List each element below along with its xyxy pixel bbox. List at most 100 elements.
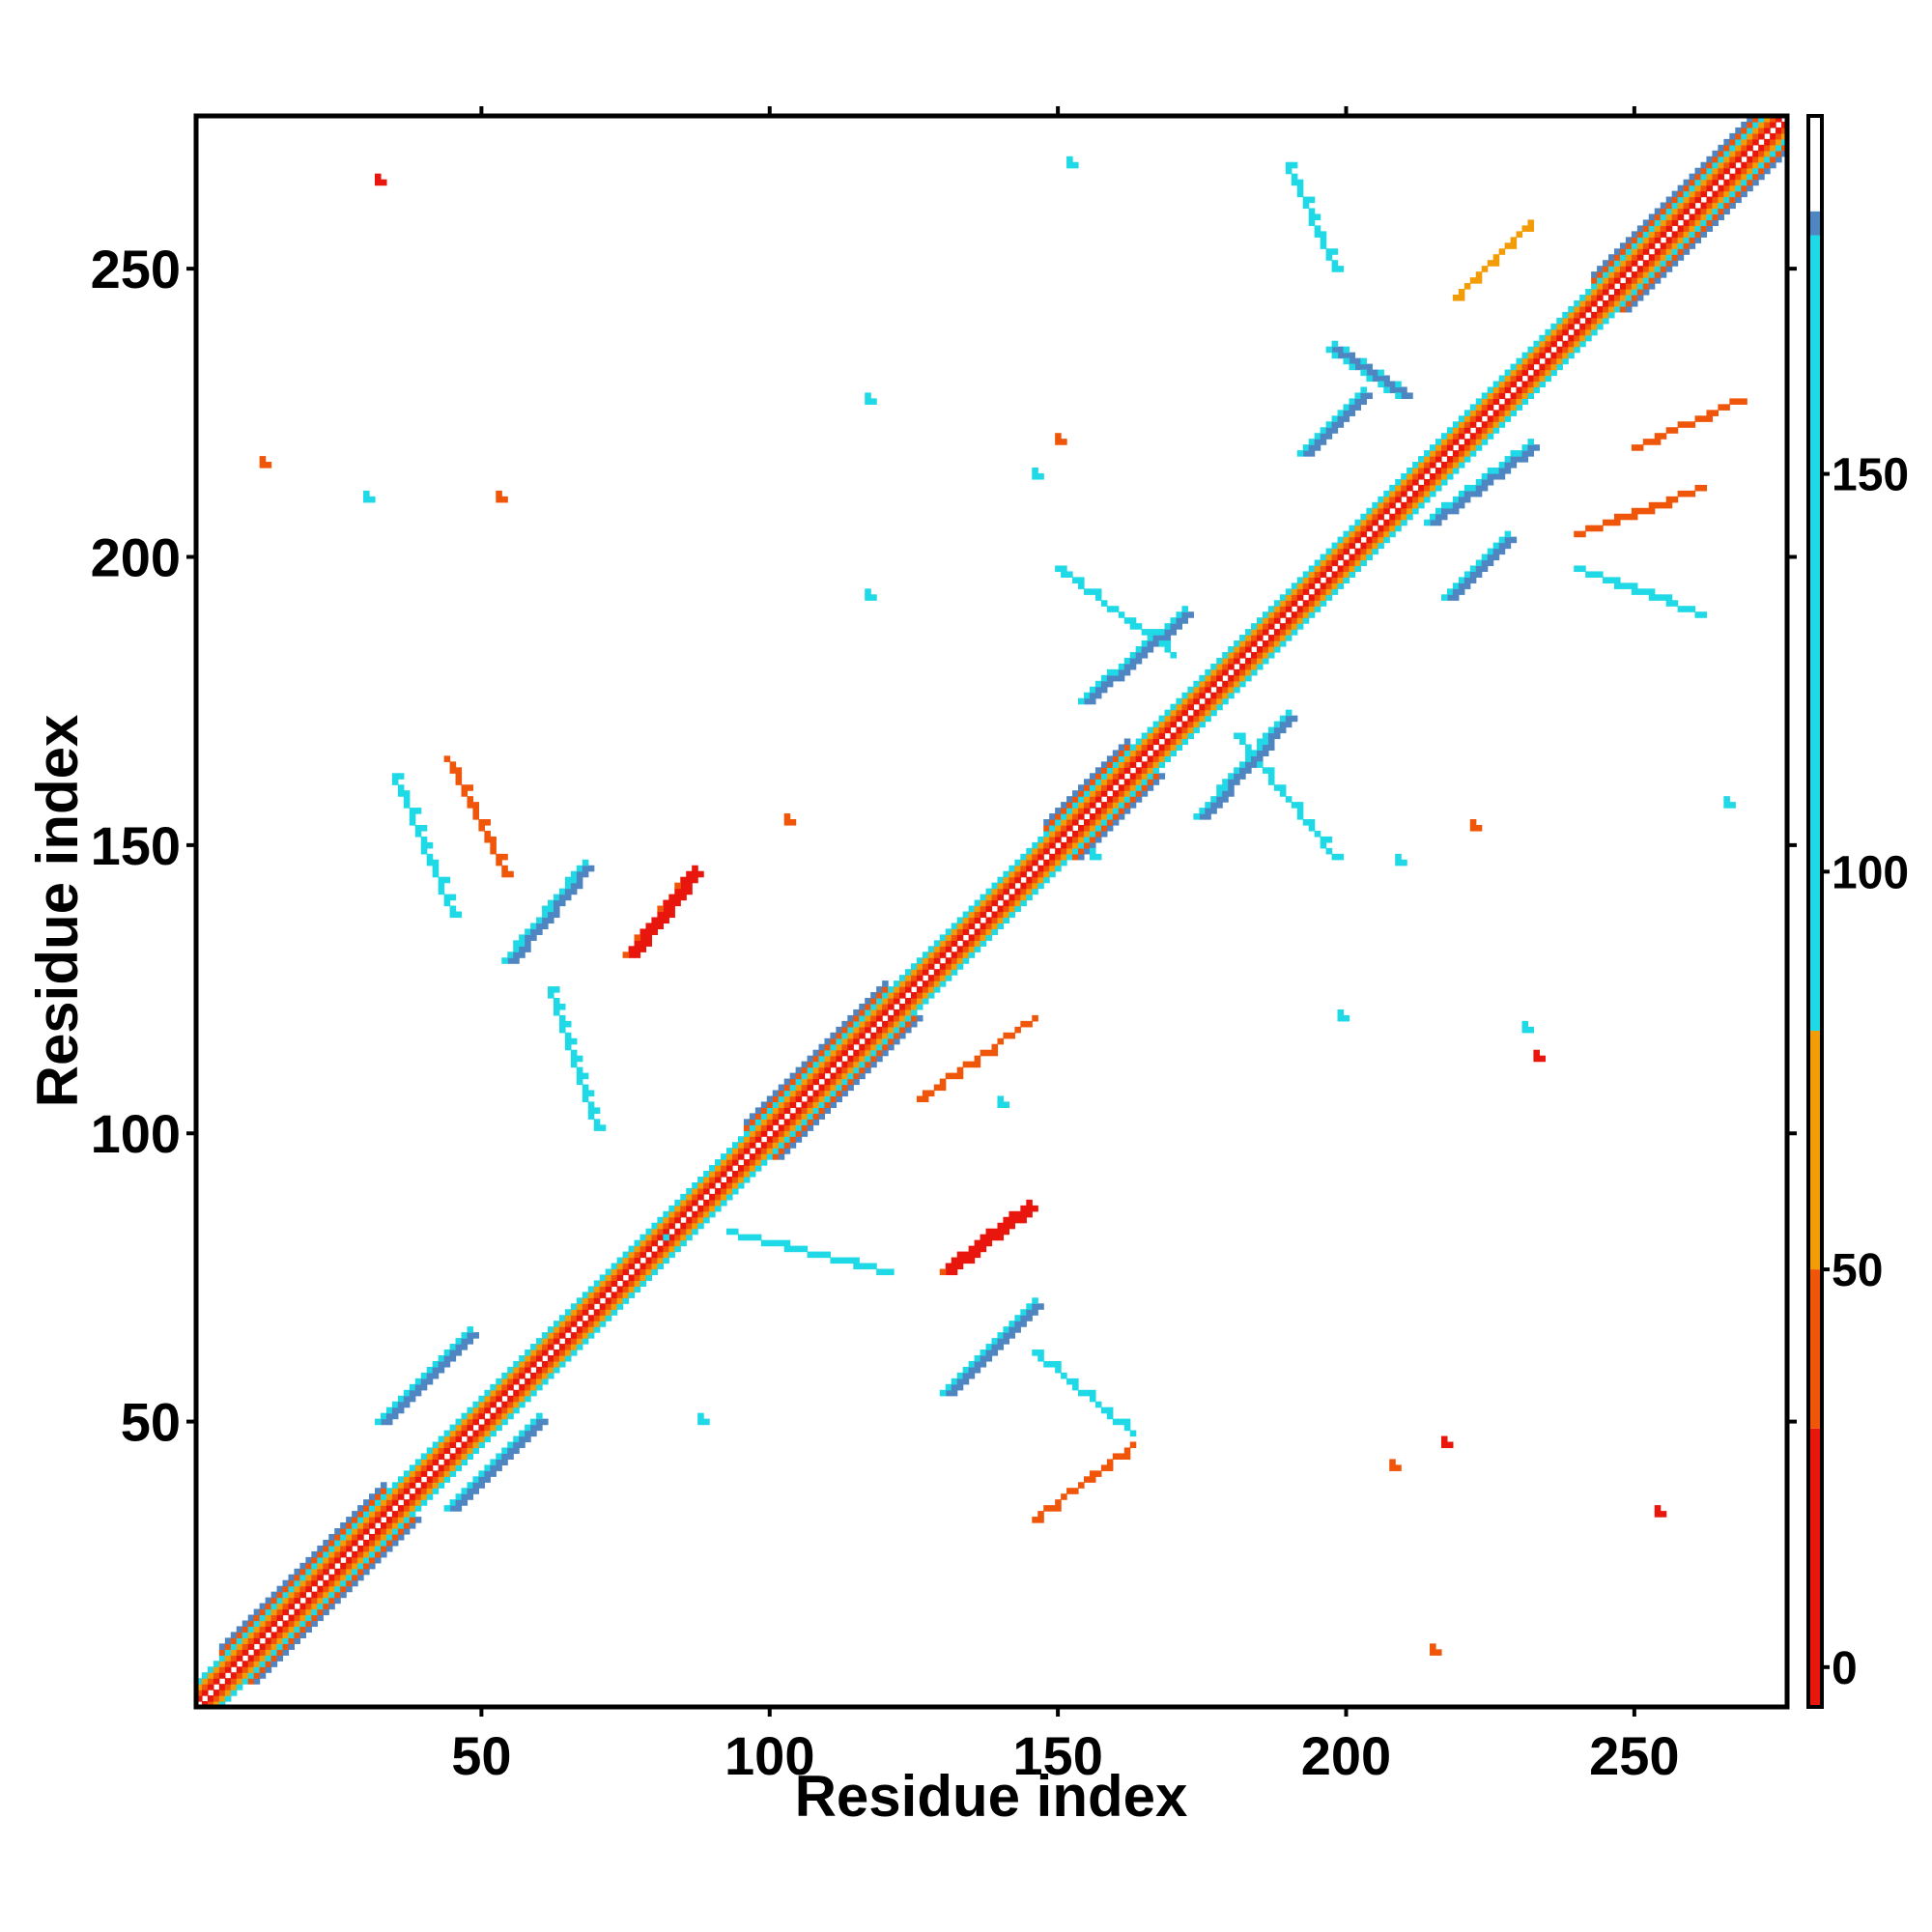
heatmap-cell — [1273, 721, 1281, 728]
heatmap-cell — [985, 1350, 993, 1356]
heatmap-cell — [259, 1608, 267, 1616]
heatmap-cell — [1083, 830, 1091, 838]
heatmap-cell — [340, 1533, 347, 1541]
heatmap-cell — [1636, 294, 1644, 301]
heatmap-cell — [1147, 629, 1154, 636]
heatmap-cell — [1619, 266, 1627, 272]
heatmap-cell — [1037, 876, 1044, 884]
heatmap-cell — [749, 1234, 756, 1241]
heatmap-cell — [1123, 1453, 1131, 1460]
heatmap-cell — [276, 1643, 284, 1650]
heatmap-cell — [449, 1350, 457, 1356]
heatmap-cell — [830, 1078, 837, 1086]
heatmap-cell — [1671, 219, 1679, 226]
heatmap-cell — [1164, 646, 1172, 653]
heatmap-cell — [1089, 813, 1096, 820]
heatmap-cell — [1343, 565, 1350, 573]
heatmap-cell — [1228, 686, 1235, 694]
heatmap-cell — [956, 957, 964, 964]
heatmap-cell — [553, 1332, 560, 1339]
heatmap-cell — [1135, 790, 1143, 797]
heatmap-cell — [1401, 501, 1407, 509]
heatmap-cell — [1100, 773, 1108, 780]
heatmap-cell — [703, 1177, 710, 1183]
heatmap-cell — [599, 1303, 607, 1310]
heatmap-cell — [853, 1055, 860, 1063]
heatmap-cell — [968, 923, 976, 929]
heatmap-cell — [553, 986, 560, 993]
heatmap-cell — [340, 1568, 347, 1576]
colorbar-tick-label: 0 — [1832, 1643, 1858, 1694]
heatmap-cell — [230, 1655, 238, 1662]
heatmap-cell — [1043, 865, 1050, 872]
heatmap-cell — [1677, 185, 1685, 192]
heatmap-cell — [1032, 870, 1038, 878]
heatmap-cell — [956, 1251, 964, 1259]
heatmap-cell — [715, 1193, 722, 1201]
heatmap-cell — [853, 1026, 860, 1034]
heatmap-cell — [974, 1055, 981, 1063]
heatmap-cell — [1412, 472, 1419, 480]
heatmap-cell — [1395, 490, 1402, 497]
heatmap-cell — [374, 1545, 382, 1552]
heatmap-cell — [1608, 277, 1615, 284]
heatmap-cell — [467, 1447, 474, 1455]
heatmap-cell — [1094, 790, 1102, 797]
heatmap-cell — [927, 957, 935, 964]
heatmap-cell — [294, 1632, 301, 1638]
heatmap-cell — [1337, 410, 1345, 416]
heatmap-cell — [1308, 600, 1316, 607]
heatmap-cell — [997, 905, 1005, 913]
heatmap-cell — [818, 1061, 826, 1068]
heatmap-cell — [593, 1107, 601, 1114]
heatmap-cell — [749, 1113, 756, 1120]
heatmap-cell — [1325, 559, 1333, 567]
heatmap-cell — [1625, 513, 1633, 521]
heatmap-cell — [1718, 167, 1724, 175]
heatmap-cell — [628, 1251, 636, 1259]
heatmap-cell — [985, 923, 993, 929]
heatmap-cell — [1072, 796, 1079, 803]
heatmap-cell — [1510, 375, 1518, 383]
heatmap-cell — [1440, 450, 1448, 457]
heatmap-cell — [1360, 398, 1367, 405]
heatmap-cell — [1510, 392, 1518, 399]
heatmap-cell — [553, 998, 560, 1005]
heatmap-cell — [1452, 594, 1460, 601]
heatmap-cell — [363, 1528, 370, 1535]
heatmap-cell — [1498, 472, 1506, 480]
heatmap-cell — [1504, 456, 1512, 463]
heatmap-cell — [1510, 456, 1518, 463]
heatmap-cell — [1706, 415, 1714, 422]
heatmap-cell — [472, 1430, 479, 1437]
heatmap-cell — [1152, 738, 1160, 746]
heatmap-cell — [1239, 773, 1246, 780]
heatmap-cell — [1014, 865, 1021, 872]
heatmap-cell — [1257, 761, 1264, 768]
heatmap-cell — [455, 1424, 463, 1432]
heatmap-cell — [461, 1493, 469, 1500]
heatmap-cell — [841, 1257, 848, 1264]
heatmap-cell — [1123, 668, 1131, 676]
heatmap-cell — [455, 1499, 463, 1506]
heatmap-cell — [876, 1268, 883, 1276]
heatmap-cell — [1665, 248, 1673, 255]
heatmap-cell — [1770, 138, 1776, 146]
heatmap-cell — [812, 1049, 820, 1057]
heatmap-cell — [1106, 796, 1114, 803]
heatmap-cell — [1331, 421, 1339, 428]
heatmap-cell — [783, 1148, 791, 1154]
heatmap-cell — [357, 1505, 364, 1512]
heatmap-cell — [1291, 600, 1298, 607]
heatmap-cell — [438, 1447, 445, 1455]
heatmap-cell — [1032, 882, 1038, 890]
heatmap-cell — [259, 1655, 267, 1662]
heatmap-cell — [380, 1499, 387, 1506]
heatmap-cell — [1354, 536, 1362, 544]
heatmap-cell — [904, 1020, 912, 1028]
heatmap-cell — [922, 957, 929, 964]
heatmap-cell — [397, 1476, 405, 1483]
heatmap-cell — [1631, 283, 1638, 290]
heatmap-cell — [1492, 427, 1500, 434]
heatmap-cell — [1343, 357, 1350, 365]
